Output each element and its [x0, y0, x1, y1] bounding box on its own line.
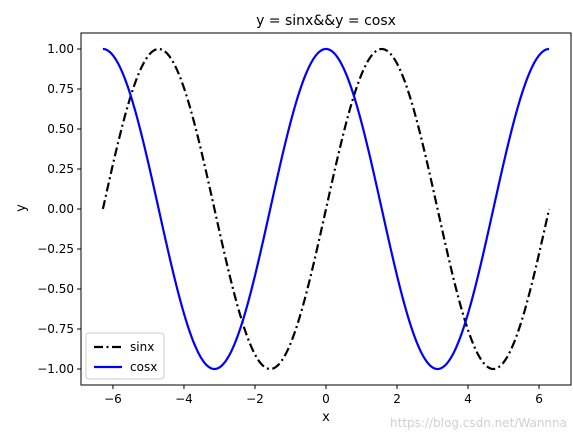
x-tick-label: 4	[464, 392, 472, 406]
x-tick-label: −2	[246, 392, 264, 406]
x-tick-label: −6	[104, 392, 122, 406]
series-line-sinx	[101, 47, 551, 371]
y-tick-label: 0.75	[47, 82, 74, 96]
chart-title: y = sinx&&y = cosx	[256, 13, 396, 29]
y-tick-label: −0.75	[37, 322, 74, 336]
y-tick-label: −0.50	[37, 282, 74, 296]
y-tick-label: 0.00	[47, 202, 74, 216]
x-axis-label: x	[322, 410, 330, 425]
y-tick-label: −1.00	[37, 362, 74, 376]
watermark-text: https://blog.csdn.net/Wannna	[390, 416, 567, 430]
x-tick-label: −4	[175, 392, 193, 406]
x-axis-ticks: −6 −4 −2 0 2 4 6	[104, 385, 543, 406]
x-tick-label: 2	[393, 392, 401, 406]
x-tick-label: 0	[322, 392, 330, 406]
y-axis-ticks: −1.00 −0.75 −0.50 −0.25 0.00 0.25 0.50 0.75 1.00	[37, 42, 81, 376]
y-tick-label: −0.25	[37, 242, 74, 256]
legend-label-cosx: cosx	[130, 360, 157, 374]
x-tick-label: 6	[535, 392, 543, 406]
y-axis-label: y	[14, 204, 29, 212]
chart-legend: sinx cosx	[85, 332, 165, 380]
series-line-cosx	[102, 47, 550, 371]
axes-frame	[80, 32, 572, 386]
legend-label-sinx: sinx	[130, 340, 154, 354]
plot-area	[80, 32, 572, 386]
y-tick-label: 1.00	[47, 42, 74, 56]
y-tick-label: 0.25	[47, 162, 74, 176]
y-tick-label: 0.50	[47, 122, 74, 136]
